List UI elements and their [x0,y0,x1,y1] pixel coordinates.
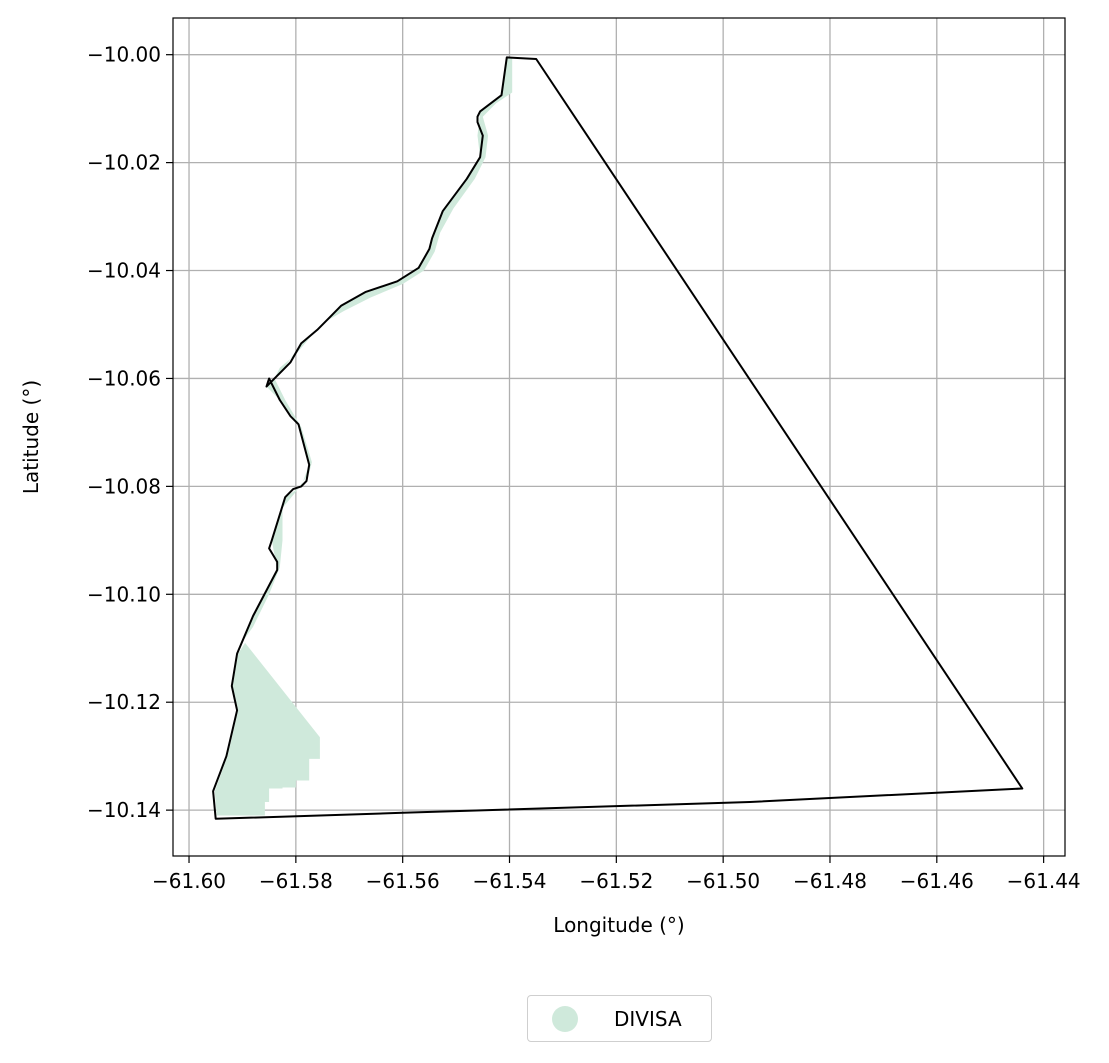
x-tick-label: −61.46 [900,869,974,893]
y-axis-label: Latitude (°) [19,380,43,494]
y-tick-label: −10.12 [87,690,161,714]
boundary-outline [212,56,1024,820]
legend-marker-divisa [552,1006,578,1032]
x-tick-label: −61.50 [686,869,760,893]
y-tick-label: −10.14 [87,798,161,822]
legend-label-divisa: DIVISA [614,1007,682,1031]
divisa-south-area [214,642,320,816]
plot-frame [172,17,1066,857]
divisa-area-layer [214,57,513,816]
divisa-strip [239,57,513,646]
x-tick-label: −61.48 [793,869,867,893]
x-tick-label: −61.56 [366,869,440,893]
x-tick-label: −61.58 [259,869,333,893]
y-tick-label: −10.06 [87,366,161,390]
y-tick-label: −10.00 [87,43,161,67]
x-tick-label: −61.44 [1007,869,1081,893]
x-axis-label: Longitude (°) [553,913,684,937]
y-tick-label: −10.04 [87,259,161,283]
boundary-layer [212,56,1024,820]
x-tick-label: −61.60 [152,869,226,893]
y-tick-label: −10.02 [87,151,161,175]
gridlines [173,18,1065,856]
x-tick-label: −61.54 [472,869,546,893]
y-tick-label: −10.10 [87,582,161,606]
legend: DIVISA [527,995,712,1042]
y-axis-ticks: −10.00 −10.02 −10.04 −10.06 −10.08 −10.10 −10.… [87,43,173,822]
x-tick-label: −61.52 [579,869,653,893]
x-axis-ticks: −61.60 −61.58 −61.56 −61.54 −61.52 −61.50 −61.… [152,856,1081,893]
y-tick-label: −10.08 [87,474,161,498]
